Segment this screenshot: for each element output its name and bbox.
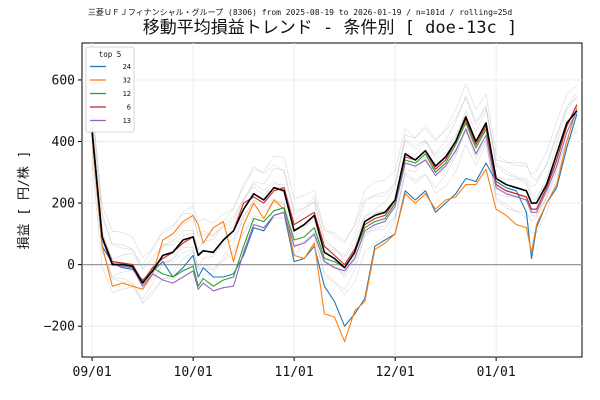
series-line-32 <box>91 107 578 343</box>
series-line-24 <box>91 113 578 327</box>
y-tick-label-3: 400 <box>52 135 75 150</box>
chart-suptitle: 三菱ＵＦＪフィナンシャル・グループ (8306) from 2025-08-19… <box>88 7 513 17</box>
legend-label-32: 32 <box>123 77 131 85</box>
y-tick-label-1: 0 <box>67 258 75 273</box>
legend-label-24: 24 <box>123 63 131 71</box>
x-tick-label-0: 09/01 <box>73 365 112 380</box>
background-line-3 <box>91 113 578 289</box>
legend: top 5 24 32 12 6 13 <box>85 46 135 133</box>
legend-label-13: 13 <box>123 117 131 125</box>
background-line-7 <box>91 91 578 266</box>
background-line-8 <box>91 129 578 303</box>
x-tick-label-3: 12/01 <box>376 365 415 380</box>
background-line-4 <box>91 109 578 283</box>
x-tick-label-2: 11/01 <box>275 365 314 380</box>
series-group <box>91 104 578 343</box>
background-line-6 <box>91 95 578 271</box>
legend-box <box>85 46 135 133</box>
y-axis: −200 0 200 400 600 <box>44 73 82 335</box>
series-line-13 <box>91 110 578 292</box>
chart-title: 移動平均損益トレンド - 条件別 [ doe-13c ] <box>143 18 518 38</box>
x-axis: 09/01 10/01 11/01 12/01 01/01 <box>73 357 516 380</box>
y-axis-label: 損益 [ 円/株 ] <box>17 151 32 250</box>
legend-label-6: 6 <box>127 104 131 112</box>
legend-label-12: 12 <box>123 90 131 98</box>
y-tick-label-0: −200 <box>44 320 75 335</box>
y-tick-label-2: 200 <box>52 197 75 212</box>
x-tick-label-1: 10/01 <box>174 365 213 380</box>
x-tick-label-4: 01/01 <box>477 365 516 380</box>
series-line-black <box>91 110 578 284</box>
background-line-0 <box>91 129 578 304</box>
plot-area <box>81 42 583 358</box>
legend-title: top 5 <box>99 50 122 59</box>
background-line-9 <box>91 82 578 259</box>
background-line-5 <box>91 95 578 269</box>
y-tick-label-4: 600 <box>52 73 75 88</box>
